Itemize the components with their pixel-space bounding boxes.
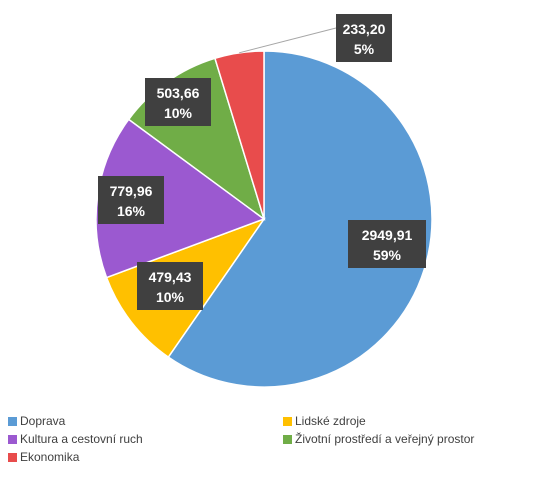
legend-item: Lidské zdroje bbox=[283, 414, 366, 428]
pie-slice-0 bbox=[167, 50, 433, 388]
data-label-percent: 10% bbox=[156, 289, 185, 305]
legend-swatch bbox=[283, 434, 292, 444]
data-label-box bbox=[145, 78, 211, 126]
legend-item: Ekonomika bbox=[8, 450, 79, 464]
legend-label: Kultura a cestovní ruch bbox=[20, 432, 143, 446]
legend-label: Lidské zdroje bbox=[295, 414, 366, 428]
data-label-value: 479,43 bbox=[149, 269, 192, 285]
pie-slice-2 bbox=[95, 118, 266, 279]
data-label-percent: 16% bbox=[117, 203, 146, 219]
data-label-3: 503,66 10% bbox=[145, 78, 211, 126]
data-label-percent: 5% bbox=[354, 41, 375, 57]
data-label-percent: 59% bbox=[373, 247, 402, 263]
data-label-value: 503,66 bbox=[157, 85, 200, 101]
pie-chart: 2949,91 59% 479,43 10% 779,96 16% 503,66 10% 233… bbox=[95, 14, 433, 388]
legend-item: Doprava bbox=[8, 414, 65, 428]
legend-swatch bbox=[8, 452, 17, 462]
legend-swatch bbox=[283, 416, 292, 426]
chart-legend: Doprava Lidské zdroje Kultura a cestovní r… bbox=[8, 414, 551, 483]
data-label-4: 233,20 5% bbox=[336, 14, 392, 62]
data-label-percent: 10% bbox=[164, 105, 193, 121]
data-label-value: 2949,91 bbox=[362, 227, 413, 243]
legend-label: Doprava bbox=[20, 414, 66, 428]
data-label-1: 479,43 10% bbox=[137, 262, 203, 310]
data-label-box bbox=[98, 176, 164, 224]
legend-swatch bbox=[8, 416, 17, 426]
data-label-value: 779,96 bbox=[110, 183, 153, 199]
data-label-box bbox=[336, 14, 392, 62]
legend-swatch bbox=[8, 434, 17, 444]
data-label-box bbox=[137, 262, 203, 310]
data-label-value: 233,20 bbox=[343, 21, 386, 37]
legend-label: Ekonomika bbox=[20, 450, 80, 464]
leader-line bbox=[239, 27, 337, 54]
legend-item: Kultura a cestovní ruch bbox=[8, 432, 143, 446]
legend-label: Životní prostředí a veřejný prostor bbox=[295, 432, 475, 446]
pie-slice-4 bbox=[214, 50, 265, 220]
legend-item: Životní prostředí a veřejný prostor bbox=[283, 432, 474, 446]
data-label-2: 779,96 16% bbox=[98, 176, 164, 224]
data-label-box bbox=[348, 220, 426, 268]
data-label-0: 2949,91 59% bbox=[348, 220, 426, 268]
